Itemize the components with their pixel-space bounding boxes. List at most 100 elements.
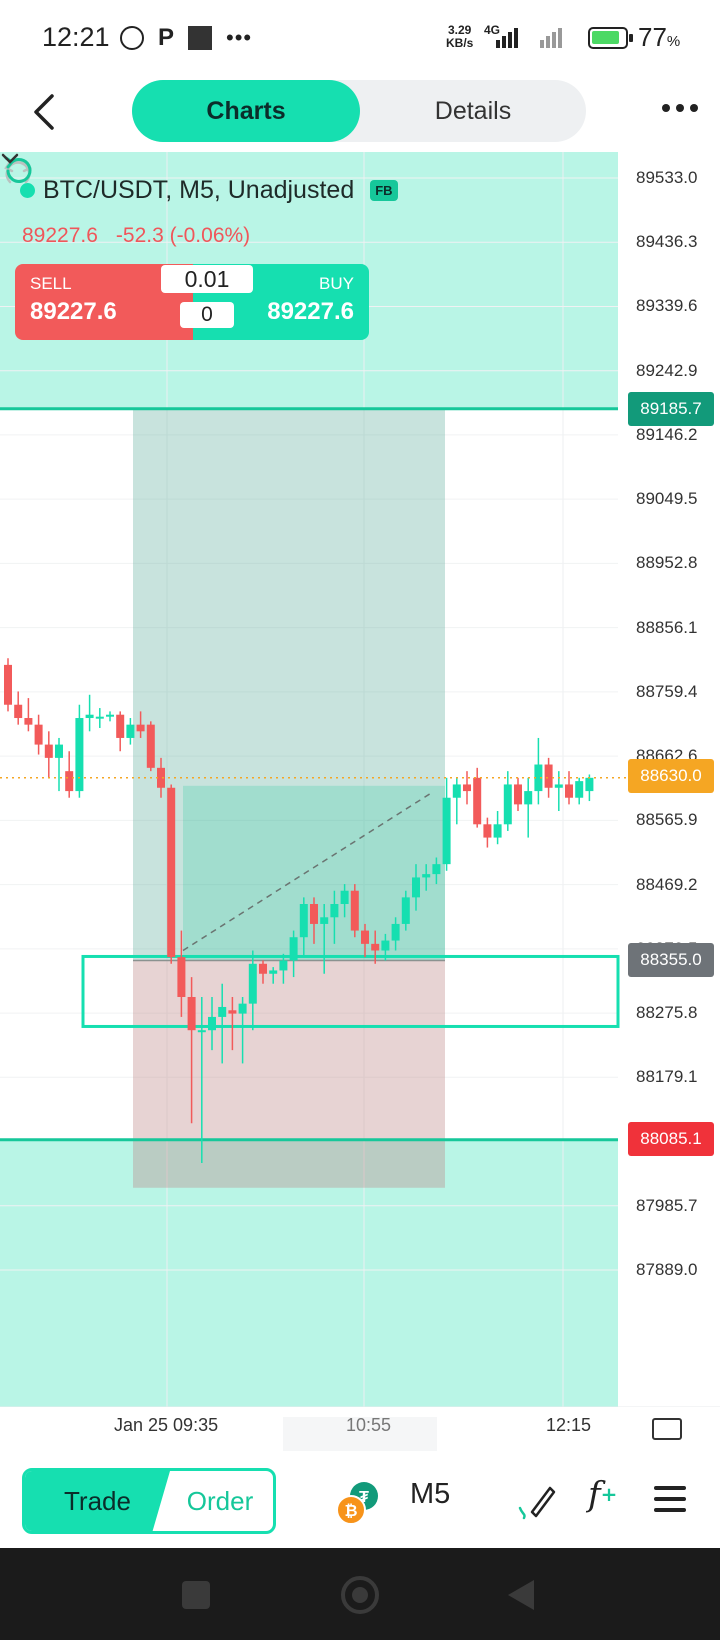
take-profit-tag[interactable]: 89185.7 <box>628 392 714 426</box>
candle-body-31 <box>320 917 329 924</box>
signal-icon <box>496 26 518 48</box>
quote-line: 89227.6 -52.3 (-0.06%) <box>22 224 250 248</box>
candle-body-24 <box>248 963 257 1004</box>
position-loss-area <box>133 960 445 1188</box>
indicators-icon[interactable]: f+ <box>588 1474 618 1515</box>
price-axis-label: 88565.9 <box>636 810 698 830</box>
sell-price: 89227.6 <box>30 298 117 325</box>
status-time: 12:21 <box>42 22 110 52</box>
whatsapp-icon <box>120 26 144 50</box>
tab-details[interactable]: Details <box>434 97 512 125</box>
network-speed: 3.29 KB/s <box>446 23 474 50</box>
app-square-icon <box>188 26 213 50</box>
home-icon[interactable] <box>341 1576 379 1614</box>
candle-body-23 <box>238 1003 247 1014</box>
candle-body-20 <box>208 1016 216 1031</box>
battery-percent: 77% <box>638 22 681 52</box>
candle-body-21 <box>218 1006 227 1017</box>
timeframe-selector[interactable]: M5 <box>410 1478 451 1510</box>
candle-body-39 <box>401 897 410 924</box>
candle-body-13 <box>136 724 145 732</box>
back-arrow-icon[interactable] <box>24 90 68 134</box>
candle-body-38 <box>391 923 400 941</box>
time-scroll-handle[interactable] <box>283 1417 437 1451</box>
candle-body-48 <box>493 824 502 838</box>
candle-body-43 <box>442 797 451 865</box>
view-toggle: Charts Details <box>132 80 586 142</box>
candle-body-26 <box>269 970 278 974</box>
one-click-ticket: SELL 89227.6 BUY 89227.6 0.01 0 <box>15 264 369 340</box>
system-nav-bar <box>0 1548 720 1640</box>
current-price-tag: 88630.0 <box>628 759 714 793</box>
tab-charts[interactable]: Charts <box>132 80 360 142</box>
trade-order-toggle: Trade Order <box>22 1468 276 1534</box>
sl-zone <box>0 1139 618 1407</box>
candle-body-6 <box>65 771 74 792</box>
bottom-toolbar: Trade Order ₮ ₿ M5 f+ <box>0 1456 720 1548</box>
candle-body-35 <box>361 930 369 944</box>
candle-body-56 <box>575 781 584 798</box>
candle-body-15 <box>157 767 165 788</box>
position-path-line <box>182 793 431 952</box>
candle-body-17 <box>177 957 186 997</box>
price-axis-label: 89436.3 <box>636 232 698 252</box>
candle-body-3 <box>34 724 43 745</box>
candle-body-32 <box>330 904 339 918</box>
nav-back-icon[interactable] <box>508 1580 534 1610</box>
candle-body-14 <box>146 724 155 768</box>
signal-2-icon <box>540 26 562 48</box>
candle-body-12 <box>126 724 135 738</box>
price-axis-label: 87889.0 <box>636 1260 698 1279</box>
p-app-icon: P <box>158 24 175 51</box>
svg-text:₮: ₮ <box>359 1489 369 1506</box>
candle-body-41 <box>422 874 431 878</box>
price-axis-label: 89339.6 <box>636 296 698 316</box>
candle-body-52 <box>534 764 543 792</box>
entry-price-tag[interactable]: 88355.0 <box>628 943 714 977</box>
recents-icon[interactable] <box>182 1581 210 1609</box>
candle-body-11 <box>116 714 125 738</box>
candle-body-10 <box>106 714 114 717</box>
last-price: 89227.6 <box>22 224 98 247</box>
price-axis-label: 89146.2 <box>636 424 698 444</box>
spread-value: 0 <box>180 302 234 328</box>
candle-body-2 <box>24 718 33 725</box>
symbol-switch-icon[interactable]: ₮ ₿ <box>334 1478 384 1526</box>
chevron-down-icon[interactable] <box>0 152 20 166</box>
drawing-tools-icon[interactable] <box>516 1480 556 1520</box>
stop-loss-tag[interactable]: 88085.1 <box>628 1122 714 1156</box>
candle-body-46 <box>473 777 482 825</box>
candle-body-9 <box>95 716 104 719</box>
price-chart[interactable]: BTC/USDT, M5, Unadjusted FB 89227.6 -52.… <box>0 152 720 1451</box>
price-axis-label: 89242.9 <box>636 360 698 380</box>
time-label-1: Jan 25 09:35 <box>114 1415 219 1435</box>
candle-body-44 <box>452 784 461 798</box>
trade-button[interactable]: Trade <box>25 1471 170 1531</box>
candle-body-5 <box>55 744 63 758</box>
network-type: 4G <box>484 23 501 37</box>
candle-body-16 <box>167 787 176 958</box>
candle-body-51 <box>524 791 533 805</box>
fullscreen-icon[interactable] <box>652 1418 682 1440</box>
time-label-2: 10:55 <box>346 1415 392 1435</box>
symbol-label[interactable]: BTC/USDT, M5, Unadjusted <box>43 176 355 204</box>
candle-body-29 <box>299 904 308 938</box>
status-bar: 12:21 P ••• 3.29 KB/s 4G 77% <box>0 0 720 76</box>
price-axis-label: 87985.7 <box>636 1195 698 1215</box>
price-axis-label: 89533.0 <box>636 168 698 187</box>
more-notifications-icon: ••• <box>226 25 253 50</box>
order-button[interactable]: Order <box>186 1486 254 1516</box>
lot-size-input[interactable]: 0.01 <box>161 265 253 293</box>
entry-zone-rect <box>81 954 620 1028</box>
candle-body-33 <box>340 890 349 905</box>
candle-body-53 <box>544 764 553 788</box>
price-axis-label: 88469.2 <box>636 874 698 894</box>
menu-icon[interactable] <box>654 1486 686 1512</box>
more-options-icon[interactable] <box>662 104 698 116</box>
candle-body-7 <box>75 718 84 792</box>
chart-canvas[interactable] <box>0 152 720 1407</box>
candle-body-34 <box>350 890 359 931</box>
candle-body-50 <box>514 784 522 805</box>
candle-body-30 <box>310 904 318 924</box>
time-label-3: 12:15 <box>546 1415 592 1435</box>
